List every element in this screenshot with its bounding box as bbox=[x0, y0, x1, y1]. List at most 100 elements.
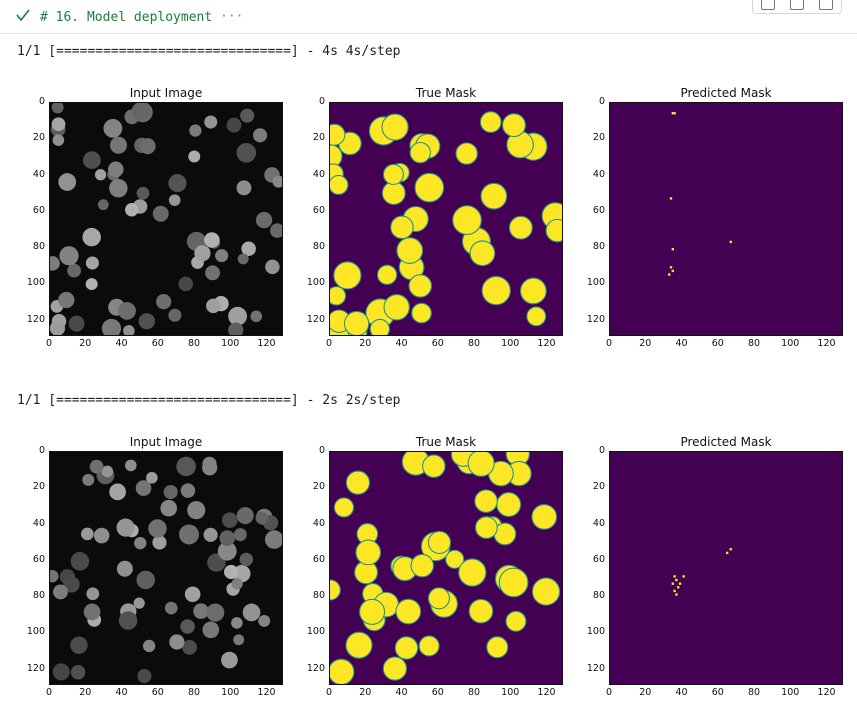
progress-line: 1/1 [==============================] - 2… bbox=[17, 393, 401, 408]
nucleus-blob bbox=[204, 232, 220, 248]
mask-blob bbox=[410, 553, 435, 578]
nucleus-blob bbox=[168, 194, 181, 206]
nucleus-blob bbox=[108, 161, 124, 178]
nucleus-blob bbox=[204, 115, 218, 129]
y-tick-label: 120 bbox=[306, 662, 325, 674]
mask-blob bbox=[345, 631, 373, 659]
prediction-pixel bbox=[671, 248, 674, 251]
nucleus-blob bbox=[135, 480, 152, 496]
nucleus-blob bbox=[168, 308, 182, 322]
nucleus-blob bbox=[236, 143, 257, 163]
y-tick-label: 120 bbox=[586, 313, 605, 325]
y-tick-label: 20 bbox=[592, 481, 605, 493]
nucleus-blob bbox=[52, 663, 70, 681]
y-tick-label: 120 bbox=[306, 313, 325, 325]
prediction-pixel bbox=[671, 269, 674, 273]
nucleus-blob bbox=[82, 227, 101, 247]
nucleus-blob bbox=[82, 151, 101, 169]
y-tick-label: 80 bbox=[32, 590, 45, 601]
x-tick-label: 0 bbox=[325, 687, 333, 698]
nucleus-blob bbox=[255, 511, 268, 525]
nucleus-blob bbox=[236, 507, 254, 525]
nucleus-blob bbox=[231, 617, 243, 629]
nucleus-blob bbox=[255, 211, 273, 229]
copy-icon[interactable] bbox=[760, 0, 775, 10]
x-tick-label: 60 bbox=[151, 687, 164, 698]
x-tick-label: 20 bbox=[359, 338, 372, 349]
mask-blob bbox=[479, 111, 502, 133]
input-image-plot bbox=[49, 451, 283, 685]
y-tick-label: 40 bbox=[32, 168, 45, 180]
mask-blob bbox=[469, 240, 496, 267]
x-tick-label: 0 bbox=[45, 338, 53, 349]
y-tick-label: 0 bbox=[318, 96, 325, 107]
nucleus-blob bbox=[152, 205, 169, 222]
panel-title: Input Image bbox=[129, 435, 203, 449]
nucleus-blob bbox=[148, 519, 167, 538]
y-tick-label: 100 bbox=[586, 277, 605, 289]
prediction-pixel bbox=[682, 575, 685, 578]
mask-blob bbox=[452, 205, 482, 235]
x-tick-label: 120 bbox=[257, 338, 276, 349]
prediction-pixel bbox=[677, 586, 680, 589]
mask-blob bbox=[333, 261, 362, 290]
x-tick-label: 60 bbox=[431, 338, 444, 349]
mask-blob bbox=[381, 181, 406, 206]
nucleus-blob bbox=[133, 597, 145, 609]
y-tick-label: 80 bbox=[592, 241, 605, 252]
prediction-pixel bbox=[678, 582, 682, 585]
y-tick-label: 60 bbox=[32, 553, 45, 565]
y-tick-label: 40 bbox=[32, 517, 45, 529]
panel-title: True Mask bbox=[415, 435, 477, 449]
nucleus-blob bbox=[163, 484, 178, 500]
nucleus-blob bbox=[116, 518, 135, 537]
true-mask-plot bbox=[329, 451, 563, 685]
x-tick-label: 100 bbox=[501, 338, 520, 349]
mask-blob bbox=[390, 215, 414, 240]
x-tick-label: 100 bbox=[781, 687, 800, 698]
y-tick-label: 0 bbox=[38, 445, 45, 456]
nucleus-blob bbox=[194, 245, 211, 262]
trash-icon[interactable] bbox=[819, 0, 834, 10]
nucleus-blob bbox=[118, 302, 136, 320]
nucleus-blob bbox=[202, 621, 220, 639]
mask-blob bbox=[455, 142, 478, 165]
x-tick-label: 120 bbox=[817, 338, 836, 349]
mask-blob bbox=[408, 274, 433, 298]
x-tick-label: 40 bbox=[115, 687, 128, 698]
nucleus-blob bbox=[215, 249, 229, 263]
mask-blob bbox=[531, 504, 558, 530]
mask-blob bbox=[496, 492, 522, 518]
nucleus-blob bbox=[136, 570, 155, 590]
mask-blob bbox=[422, 454, 446, 478]
nucleus-blob bbox=[94, 169, 107, 181]
nucleus-blob bbox=[137, 668, 152, 684]
nucleus-blob bbox=[205, 265, 221, 281]
nucleus-blob bbox=[142, 639, 156, 653]
nucleus-blob bbox=[237, 253, 249, 265]
nucleus-blob bbox=[184, 586, 201, 603]
nucleus-blob bbox=[70, 552, 90, 571]
panel-title: Predicted Mask bbox=[680, 435, 772, 449]
nucleus-blob bbox=[193, 603, 209, 619]
mask-blob bbox=[526, 306, 547, 327]
x-tick-label: 40 bbox=[395, 338, 408, 349]
prediction-pixel bbox=[675, 593, 678, 596]
nucleus-blob bbox=[134, 537, 147, 550]
mask-blob bbox=[480, 182, 508, 210]
mask-blob bbox=[458, 558, 487, 587]
prediction-pixel bbox=[726, 551, 729, 555]
prediction-pixel bbox=[668, 273, 671, 276]
nucleus-blob bbox=[101, 318, 122, 335]
nucleus-blob bbox=[206, 603, 225, 622]
y-tick-label: 60 bbox=[312, 553, 325, 565]
mask-blob bbox=[330, 174, 349, 195]
y-tick-label: 120 bbox=[26, 662, 45, 674]
nucleus-blob bbox=[86, 587, 100, 601]
square-icon[interactable] bbox=[789, 0, 804, 10]
nucleus-blob bbox=[156, 294, 172, 310]
more-options-icon[interactable]: ··· bbox=[220, 9, 244, 24]
cell-title[interactable]: # 16. Model deployment bbox=[40, 10, 213, 25]
x-tick-label: 20 bbox=[359, 687, 372, 698]
nucleus-blob bbox=[59, 246, 79, 266]
